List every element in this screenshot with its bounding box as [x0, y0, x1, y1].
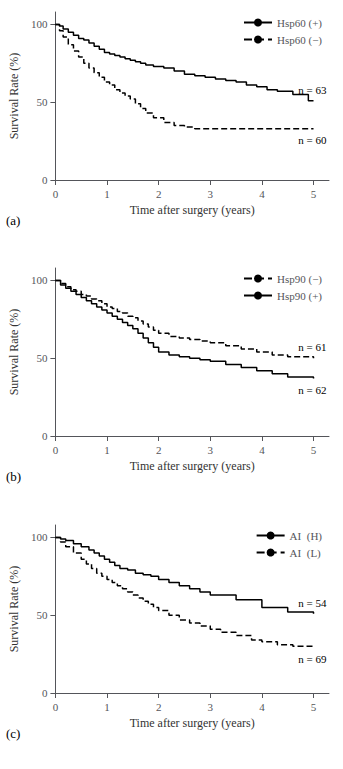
svg-text:50: 50	[36, 352, 48, 364]
svg-text:0: 0	[42, 430, 48, 442]
svg-text:4: 4	[259, 701, 265, 713]
svg-text:2: 2	[156, 444, 162, 456]
svg-text:(b): (b)	[6, 469, 21, 484]
svg-text:4: 4	[259, 188, 265, 200]
svg-text:(a): (a)	[6, 213, 20, 228]
svg-text:1: 1	[104, 701, 110, 713]
svg-text:(c): (c)	[6, 726, 20, 741]
svg-text:1: 1	[104, 444, 110, 456]
svg-text:0: 0	[53, 701, 59, 713]
svg-text:50: 50	[36, 609, 48, 621]
svg-text:Survival Rate (%): Survival Rate (%)	[7, 566, 21, 653]
svg-text:Time after surgery (years): Time after surgery (years)	[130, 203, 255, 217]
svg-text:Hsp90 (+): Hsp90 (+)	[277, 290, 322, 303]
svg-text:0: 0	[53, 188, 59, 200]
svg-text:0: 0	[42, 687, 48, 699]
svg-text:5: 5	[311, 444, 317, 456]
svg-text:50: 50	[36, 96, 48, 108]
svg-text:Time after surgery (years): Time after surgery (years)	[130, 459, 255, 473]
svg-text:n = 62: n = 62	[298, 384, 326, 396]
svg-text:5: 5	[311, 188, 317, 200]
svg-text:n = 63: n = 63	[298, 84, 327, 96]
svg-text:0: 0	[53, 444, 59, 456]
svg-text:4: 4	[259, 444, 265, 456]
svg-text:Time after surgery (years): Time after surgery (years)	[130, 716, 255, 730]
svg-text:n = 69: n = 69	[298, 653, 327, 665]
svg-text:n = 60: n = 60	[298, 134, 327, 146]
svg-text:AI (L): AI (L)	[290, 547, 321, 560]
svg-text:Hsp60 (+): Hsp60 (+)	[277, 17, 322, 30]
svg-text:3: 3	[208, 701, 214, 713]
svg-text:2: 2	[156, 701, 162, 713]
svg-text:3: 3	[208, 188, 214, 200]
svg-text:5: 5	[311, 701, 317, 713]
svg-text:Survival Rate (%): Survival Rate (%)	[7, 309, 21, 396]
svg-text:100: 100	[31, 18, 48, 30]
svg-text:n = 61: n = 61	[298, 341, 326, 353]
svg-text:Hsp90 (−): Hsp90 (−)	[277, 273, 322, 286]
svg-text:Hsp60 (−): Hsp60 (−)	[277, 34, 322, 47]
svg-text:100: 100	[31, 531, 48, 543]
svg-text:Survival Rate (%): Survival Rate (%)	[7, 53, 21, 140]
svg-text:n = 54: n = 54	[298, 597, 327, 609]
svg-text:0: 0	[42, 174, 48, 186]
svg-text:1: 1	[104, 188, 110, 200]
svg-text:3: 3	[208, 444, 214, 456]
svg-text:AI (H): AI (H)	[290, 530, 323, 543]
svg-text:100: 100	[31, 274, 48, 286]
svg-text:2: 2	[156, 188, 162, 200]
